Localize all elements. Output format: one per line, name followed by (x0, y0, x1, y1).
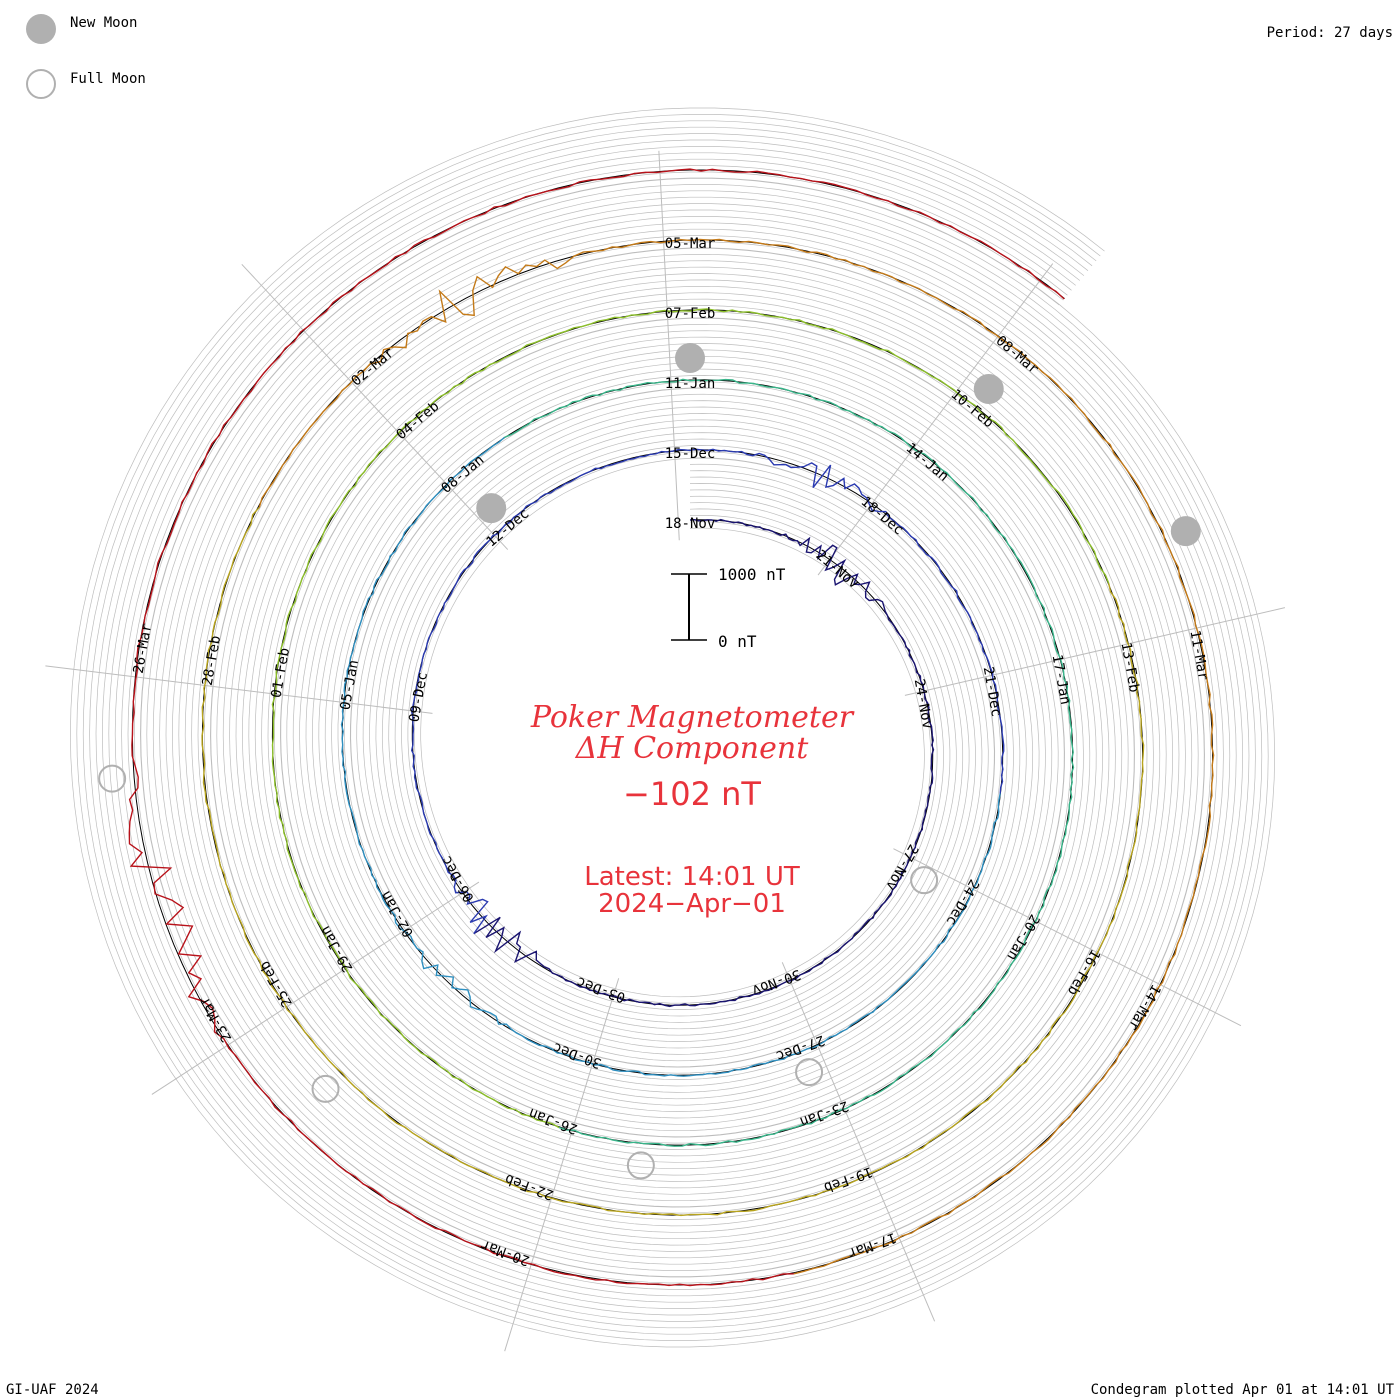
grid-spiral (102, 139, 1243, 1316)
trace-segment (504, 378, 1075, 1147)
date-label: 11-Mar (1186, 629, 1211, 682)
date-label: 18-Nov (665, 516, 716, 532)
grid-spiral (82, 120, 1263, 1335)
grid-spiral (114, 152, 1231, 1303)
new-moon-marker (973, 373, 1004, 404)
trace-segment (128, 168, 1065, 1287)
date-label: 09-Dec (406, 671, 431, 724)
spoke-line (45, 665, 433, 714)
moon-markers (98, 343, 1201, 1180)
trace-segment (473, 518, 935, 1008)
date-label: 27-Nov (882, 841, 921, 893)
plotted-label: Condegram plotted Apr 01 at 14:01 UT (1091, 1382, 1395, 1398)
date-label: 17-Jan (1049, 653, 1074, 706)
radial-spokes (45, 150, 1286, 1352)
spoke-line (241, 263, 509, 550)
full-moon-icon (26, 69, 56, 99)
date-label: 03-Dec (575, 973, 628, 1005)
spoke-line (904, 607, 1286, 696)
magnetometer-traces (128, 168, 1215, 1287)
date-label: 11-Jan (665, 376, 716, 392)
spoke-line (658, 150, 680, 541)
date-label: 05-Mar (665, 236, 716, 252)
trace-segment (340, 436, 1001, 1077)
date-label: 07-Feb (665, 306, 716, 322)
spoke-line (504, 978, 620, 1352)
date-label: 24-Nov (911, 678, 936, 731)
grid-spiral (89, 126, 1256, 1329)
spoke-line (893, 848, 1242, 1027)
trace-segment (410, 448, 1005, 935)
trace-segment (271, 308, 1110, 1129)
spoke-line (781, 962, 936, 1322)
new-moon-marker (476, 493, 507, 524)
chart-subtitle: ΔH Component (575, 731, 809, 766)
full-moon-marker (626, 1151, 655, 1180)
new-moon-icon (26, 14, 56, 44)
date-label: 13-Feb (1118, 641, 1143, 694)
full-moon-marker (311, 1074, 340, 1103)
latest-time: Latest: 14:01 UT (584, 862, 800, 892)
legend-full-moon: Full Moon (70, 71, 146, 87)
grid-spiral (127, 165, 1218, 1290)
latest-date: 2024−Apr−01 (598, 889, 786, 919)
new-moon-marker (675, 343, 705, 373)
date-label: 26-Mar (131, 622, 156, 675)
grid-spiral (76, 114, 1269, 1341)
date-label: 30-Nov (750, 966, 803, 998)
spoke-line (151, 881, 480, 1095)
scale-bottom-label: 0 nT (718, 632, 757, 651)
date-label: 01-Feb (269, 647, 294, 700)
date-label: 15-Dec (665, 446, 716, 462)
legend-new-moon: New Moon (70, 15, 137, 31)
chart-title: Poker Magnetometer (530, 700, 855, 735)
scale-top-label: 1000 nT (718, 565, 786, 584)
date-label: 28-Feb (200, 634, 225, 687)
grid-spiral (95, 133, 1250, 1322)
trace-segment (258, 238, 1215, 1275)
grid-spiral (70, 107, 1275, 1348)
current-value: −102 nT (623, 775, 761, 813)
full-moon-marker (98, 764, 127, 793)
full-moon-marker (795, 1058, 824, 1087)
period-label: Period: 27 days (1267, 25, 1393, 41)
date-label: 21-Nov (813, 547, 862, 592)
full-moon-marker (910, 866, 939, 895)
grid-spiral (140, 178, 1205, 1277)
grid-spiral (108, 146, 1237, 1309)
spoke-line (817, 263, 1054, 576)
grid-spiral (134, 171, 1211, 1284)
grid-spiral (121, 158, 1224, 1297)
credit-label: GI-UAF 2024 (6, 1382, 99, 1398)
spiral-grid (70, 107, 1275, 1348)
new-moon-marker (1170, 516, 1201, 547)
trace-segment (201, 506, 1145, 1217)
